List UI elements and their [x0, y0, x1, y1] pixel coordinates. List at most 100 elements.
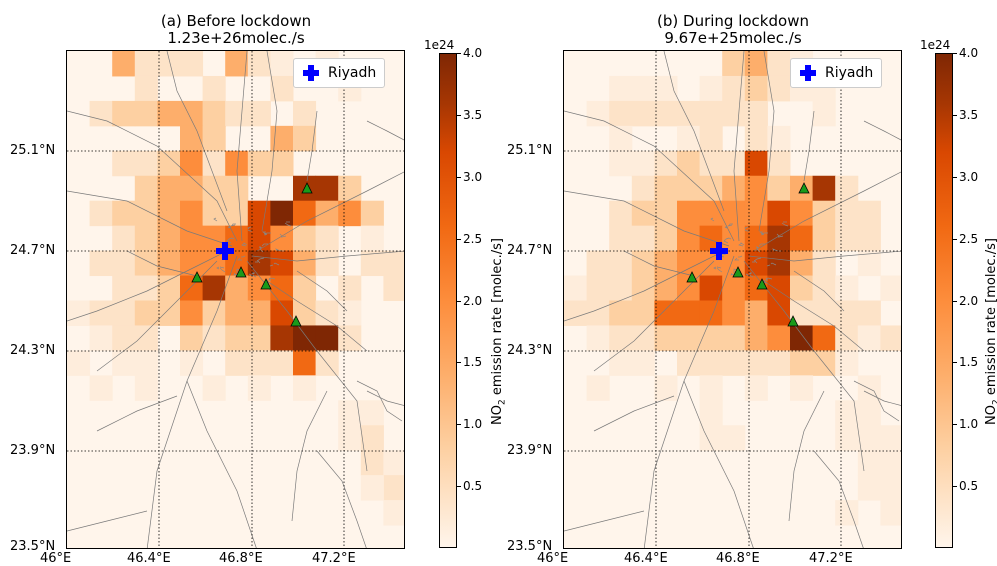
colorbar-tick-mark: [457, 238, 461, 240]
emission-cell: [744, 300, 768, 326]
emission-cell: [270, 275, 294, 301]
emission-cell: [699, 150, 723, 177]
urban-road-line: [776, 233, 780, 237]
emission-cell: [270, 250, 294, 277]
emission-cell: [835, 175, 859, 202]
colorbar-tick-mark: [457, 486, 461, 488]
emission-cell: [202, 225, 226, 252]
colorbar-tick-label: 3.5: [959, 107, 979, 122]
colorbar-tick-label: 3.0: [463, 169, 483, 184]
emission-cell: [699, 175, 723, 202]
emission-cell: [722, 175, 746, 202]
emission-cell: [270, 300, 294, 326]
emission-cell: [744, 125, 768, 152]
road-line: [623, 250, 695, 277]
emission-cell: [247, 51, 271, 77]
emission-cell: [202, 325, 226, 351]
road-line: [593, 395, 675, 432]
urban-road-line: [744, 229, 749, 232]
urban-road-line: [772, 248, 776, 252]
power-plant-marker: [798, 182, 810, 194]
emission-cell: [360, 425, 384, 451]
emission-cell: [631, 225, 655, 252]
emission-cell: [89, 300, 113, 326]
urban-road-line: [261, 243, 268, 247]
emission-cell: [767, 325, 791, 351]
colorbar-tick-label: 2.0: [959, 293, 979, 308]
power-plant-marker: [732, 266, 744, 278]
emission-cell: [835, 425, 859, 451]
urban-road-line: [226, 237, 233, 242]
urban-road-line: [258, 246, 263, 249]
panel-b-ytick: 24.7°N: [507, 243, 553, 258]
emission-cell: [631, 325, 655, 351]
urban-road-line: [236, 268, 241, 271]
panel-b-ytick: 24.3°N: [507, 343, 553, 358]
urban-road-line: [781, 222, 789, 227]
emission-cell: [586, 250, 610, 277]
emission-cell: [654, 100, 678, 127]
emission-cell: [767, 300, 791, 326]
emission-cell: [744, 250, 768, 277]
emission-cell: [767, 150, 791, 177]
emission-cell: [157, 175, 181, 202]
emission-cell: [857, 200, 881, 227]
colorbar-tick-label: 1.5: [463, 355, 483, 370]
emission-cell: [677, 250, 701, 277]
panel-b-ytick: 25.1°N: [507, 143, 553, 158]
emission-cell: [270, 225, 294, 252]
emission-cell: [744, 100, 768, 127]
emission-cell: [112, 150, 136, 177]
emission-cell: [744, 200, 768, 227]
emission-cell: [631, 250, 655, 277]
emission-cell: [112, 350, 136, 376]
emission-cell: [270, 350, 294, 376]
road-line: [166, 51, 228, 212]
panel-a-ytick: 25.1°N: [10, 143, 56, 158]
emission-cell: [812, 200, 836, 227]
road-line: [863, 390, 901, 406]
emission-cell: [767, 200, 791, 227]
urban-road-line: [216, 266, 220, 270]
emission-cell: [112, 100, 136, 127]
road-line: [803, 110, 815, 182]
emission-cell: [677, 300, 701, 326]
emission-cell: [247, 150, 271, 177]
emission-cell: [134, 150, 158, 177]
panel-b-xtick: 46.8°E: [716, 551, 760, 566]
emission-cell: [744, 150, 768, 177]
power-plant-marker: [686, 271, 698, 283]
urban-road-line: [713, 266, 717, 270]
urban-road-line: [279, 233, 283, 237]
emission-cell: [631, 75, 655, 102]
power-plant-marker: [235, 266, 247, 278]
emission-cell: [134, 275, 158, 301]
emission-cell: [880, 475, 901, 501]
emission-cell: [586, 275, 610, 301]
urban-road-line: [219, 266, 225, 269]
road-line: [67, 510, 148, 532]
emission-cell: [880, 450, 901, 476]
emission-cell: [812, 250, 836, 277]
emission-cell: [677, 225, 701, 252]
road-line: [96, 395, 178, 432]
emission-cell: [880, 275, 901, 301]
emission-cell: [564, 300, 588, 326]
urban-road-line: [233, 272, 239, 276]
panel-a-map: [66, 50, 405, 549]
emission-cell: [722, 100, 746, 127]
urban-road-line: [724, 226, 728, 229]
urban-road-line: [734, 257, 739, 261]
emission-cell: [202, 200, 226, 227]
panel-a-xtick: 47.2°E: [312, 551, 356, 566]
colorbar-tick-label: 4.0: [463, 46, 483, 60]
emission-cell: [790, 200, 814, 227]
colorbar-tick-mark: [457, 176, 461, 178]
urban-road-line: [243, 242, 248, 246]
emission-cell: [790, 300, 814, 326]
emission-cell: [609, 150, 633, 177]
emission-cell: [383, 500, 404, 526]
emission-cell: [157, 150, 181, 177]
emission-cell: [812, 300, 836, 326]
urban-road-line: [733, 268, 738, 271]
